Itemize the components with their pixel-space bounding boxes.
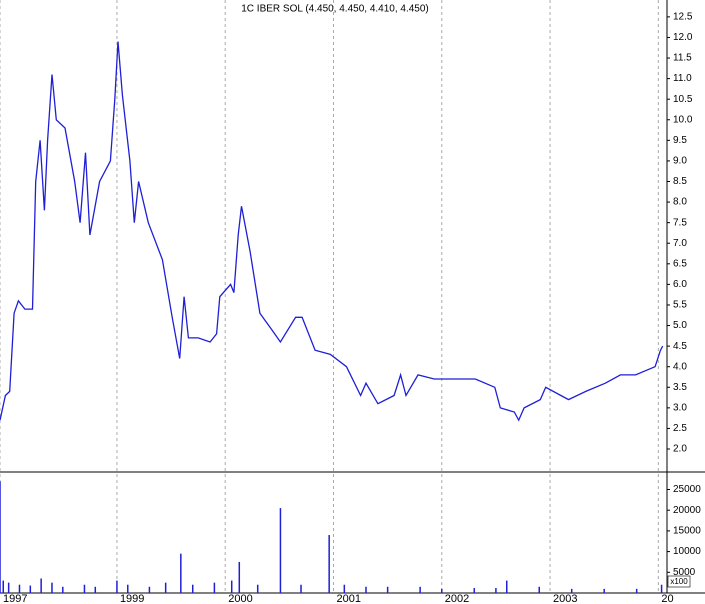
volume-bar	[300, 584, 302, 593]
y-tick-label: 7.0	[673, 238, 687, 249]
volume-bar	[570, 588, 573, 593]
y-tick-label: 3.0	[673, 402, 687, 413]
volume-bar	[29, 585, 32, 593]
x-tick-label: 2001	[337, 593, 361, 604]
x-tick-label: 20	[661, 593, 673, 604]
y-tick-label: 5.5	[673, 300, 687, 311]
volume-bar	[279, 508, 282, 593]
y-tick-label: 6.0	[673, 279, 687, 290]
volume-bar	[116, 580, 118, 593]
y-tick-label: 20000	[673, 505, 701, 516]
y-tick-label: 7.5	[673, 217, 687, 228]
volume-bar	[473, 588, 476, 593]
volume-bar	[127, 584, 129, 593]
y-tick-label: 9.5	[673, 135, 687, 146]
volume-bar	[238, 561, 241, 593]
volume-unit: x100	[670, 577, 688, 586]
volume-bar	[18, 584, 21, 593]
y-tick-label: 25000	[673, 484, 701, 495]
volume-bar	[230, 580, 233, 593]
volume-bar	[441, 588, 443, 593]
volume-bar	[505, 580, 508, 593]
volume-bar	[180, 553, 182, 593]
y-tick-label: 10.5	[673, 94, 693, 105]
volume-bar	[603, 588, 605, 593]
volume-bar	[2, 580, 4, 593]
x-tick-label: 1999	[120, 593, 144, 604]
price-line	[0, 41, 664, 422]
y-tick-label: 4.5	[673, 341, 687, 352]
y-tick-label: 10.0	[673, 114, 693, 125]
y-tick-label: 8.0	[673, 197, 687, 208]
y-tick-label: 8.5	[673, 176, 687, 187]
volume-bar	[51, 582, 53, 593]
chart-title: 1C IBER SOL (4.450, 4.450, 4.410, 4.450)	[241, 4, 429, 15]
y-tick-label: 4.0	[673, 361, 687, 372]
x-tick-label: 1997	[3, 593, 27, 604]
y-tick-label: 11.0	[673, 73, 692, 84]
volume-bar	[538, 586, 540, 593]
y-tick-label: 2.0	[673, 444, 687, 455]
volume-bar	[62, 586, 64, 593]
y-tick-label: 9.0	[673, 156, 687, 167]
x-tick-label: 2002	[445, 593, 469, 604]
y-tick-label: 6.5	[673, 258, 687, 269]
y-tick-label: 12.0	[673, 32, 693, 43]
volume-bar	[213, 582, 216, 593]
y-tick-label: 3.5	[673, 382, 687, 393]
volume-bar	[635, 588, 638, 593]
volume-bar	[660, 584, 663, 593]
volume-bar	[148, 586, 151, 593]
x-tick-label: 2000	[228, 593, 252, 604]
volume-bar	[495, 588, 497, 593]
volume-bar	[386, 586, 389, 593]
volume-bar	[94, 586, 97, 593]
y-tick-label: 15000	[673, 526, 701, 537]
volume-bar	[83, 584, 86, 593]
volume-bar	[0, 481, 1, 593]
volume-bar	[365, 586, 367, 593]
volume-bar	[164, 582, 167, 593]
y-tick-label: 10000	[673, 546, 701, 557]
y-tick-label: 11.5	[673, 53, 692, 64]
unit-box	[667, 575, 691, 588]
volume-bar	[419, 586, 421, 593]
y-tick-label: 2.5	[673, 423, 687, 434]
volume-bar	[40, 578, 42, 593]
volume-bar	[343, 584, 346, 593]
x-tick-label: 2003	[553, 593, 577, 604]
volume-bar	[7, 582, 10, 593]
volume-bar	[191, 584, 194, 593]
volume-bar	[328, 535, 330, 593]
y-tick-label: 12.5	[673, 12, 693, 23]
volume-bar	[256, 584, 259, 593]
y-tick-label: 5000	[673, 567, 696, 578]
y-tick-label: 5.0	[673, 320, 687, 331]
